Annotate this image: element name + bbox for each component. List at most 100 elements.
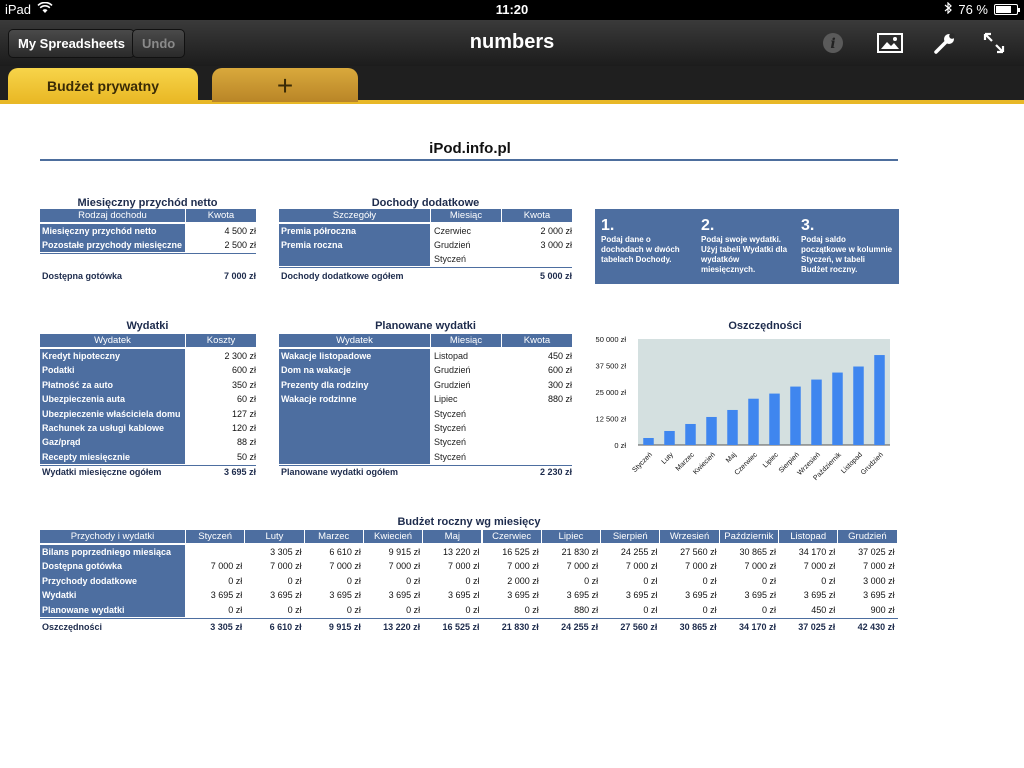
planned-table-cell[interactable]: 450 zł — [547, 351, 572, 361]
expenses-table-cell[interactable]: 2 300 zł — [224, 351, 256, 361]
planned-table-cell[interactable]: Dom na wakacje — [279, 363, 430, 378]
annual-cell[interactable]: 24 255 zł — [620, 547, 658, 557]
annual-cell[interactable]: 0 zł — [228, 575, 243, 586]
extra-income-table-cell[interactable]: Premia półroczna — [279, 224, 430, 238]
undo-button[interactable]: Undo — [132, 29, 186, 58]
extra-income-table-cell[interactable]: Premia roczna — [279, 238, 430, 252]
annual-cell[interactable]: 0 zł — [584, 575, 599, 586]
planned-table-cell[interactable]: Styczeń — [434, 451, 467, 462]
annual-cell[interactable]: 7 000 zł — [803, 561, 836, 572]
annual-cell[interactable]: 3 695 zł — [803, 590, 836, 601]
annual-total[interactable]: 6 610 zł — [269, 622, 302, 632]
annual-cell[interactable]: 0 zł — [702, 604, 717, 615]
extra-income-table-cell[interactable] — [279, 252, 430, 266]
annual-cell[interactable]: 3 695 zł — [863, 590, 895, 601]
annual-cell[interactable]: 0 zł — [228, 604, 243, 615]
annual-cell[interactable]: 37 025 zł — [858, 547, 895, 557]
extra-income-table-total[interactable]: 5 000 zł — [539, 271, 572, 281]
planned-table-cell[interactable] — [502, 407, 572, 421]
annual-total[interactable]: 24 255 zł — [561, 622, 599, 632]
expenses-table-cell[interactable]: 50 zł — [236, 451, 256, 462]
annual-cell[interactable]: 7 000 zł — [270, 561, 302, 572]
annual-total[interactable]: 3 305 zł — [210, 622, 243, 632]
annual-cell[interactable]: 3 305 zł — [270, 547, 302, 557]
annual-cell[interactable]: 7 000 zł — [388, 561, 421, 572]
annual-cell[interactable]: 30 865 zł — [739, 547, 776, 557]
income-table-cell[interactable]: Pozostałe przychody miesięczne — [40, 238, 185, 252]
annual-cell[interactable] — [186, 545, 242, 559]
annual-cell[interactable]: 3 695 zł — [625, 590, 658, 601]
expenses-table-cell[interactable]: 350 zł — [231, 379, 256, 390]
annual-cell[interactable]: 27 560 zł — [680, 547, 717, 557]
tab-budzet-prywatny[interactable]: Budżet prywatny — [8, 68, 198, 102]
planned-table-cell[interactable] — [502, 450, 572, 464]
planned-table-cell[interactable]: Wakacje listopadowe — [279, 349, 430, 364]
expenses-table-total[interactable]: Wydatki miesięczne ogółem — [42, 467, 162, 477]
annual-cell[interactable]: 2 000 zł — [507, 575, 539, 586]
annual-total[interactable]: 9 915 zł — [328, 622, 361, 632]
annual-cell[interactable]: 3 695 zł — [447, 590, 480, 601]
annual-total[interactable]: 42 430 zł — [857, 622, 895, 632]
tools-wrench-icon[interactable] — [931, 30, 959, 56]
planned-table-cell[interactable] — [279, 435, 430, 450]
annual-cell[interactable]: 3 695 zł — [566, 590, 599, 601]
annual-cell[interactable]: 0 zł — [287, 575, 302, 586]
annual-cell[interactable]: 450 zł — [811, 604, 836, 615]
annual-cell[interactable]: 0 zł — [761, 575, 776, 586]
media-icon[interactable] — [876, 30, 904, 56]
income-table-total[interactable]: Dostępna gotówka — [42, 271, 123, 281]
expenses-table-cell[interactable]: 120 zł — [231, 423, 256, 433]
annual-row-label[interactable]: Przychody dodatkowe — [40, 573, 185, 589]
annual-cell[interactable]: 0 zł — [406, 604, 421, 615]
planned-table-cell[interactable] — [502, 421, 572, 435]
income-table-cell[interactable]: Miesięczny przychód netto — [40, 224, 185, 238]
extra-income-table-cell[interactable]: 3 000 zł — [540, 240, 572, 250]
planned-table-cell[interactable] — [279, 406, 430, 421]
annual-cell[interactable]: 900 zł — [870, 604, 895, 615]
annual-cell[interactable]: 880 zł — [574, 604, 599, 615]
annual-total[interactable]: 16 525 zł — [442, 622, 480, 632]
extra-income-table-cell[interactable]: Czerwiec — [434, 226, 472, 236]
annual-cell[interactable]: 3 695 zł — [270, 590, 302, 601]
annual-cell[interactable]: 7 000 zł — [863, 561, 895, 572]
expenses-table-cell[interactable]: Ubezpieczenia auta — [40, 392, 185, 407]
annual-cell[interactable]: 3 695 zł — [388, 590, 421, 601]
annual-cell[interactable]: 0 zł — [761, 604, 776, 615]
planned-table-cell[interactable]: Lipiec — [434, 394, 458, 405]
annual-cell[interactable]: 7 000 zł — [507, 561, 539, 572]
annual-cell[interactable]: 7 000 zł — [685, 561, 717, 572]
planned-table-cell[interactable]: Grudzień — [434, 365, 471, 376]
annual-cell[interactable]: 3 695 zł — [507, 590, 539, 601]
annual-cell[interactable]: 0 zł — [524, 604, 539, 615]
expenses-table-total[interactable]: 3 695 zł — [223, 467, 256, 477]
annual-row-label[interactable]: Wydatki — [40, 588, 185, 603]
annual-total[interactable]: 37 025 zł — [798, 622, 836, 632]
annual-cell[interactable]: 3 695 zł — [210, 590, 243, 601]
income-table-cell[interactable]: 4 500 zł — [224, 226, 256, 236]
planned-table-cell[interactable]: Styczeń — [434, 408, 467, 419]
annual-cell[interactable]: 0 zł — [702, 575, 717, 586]
planned-table-cell[interactable] — [502, 435, 572, 449]
annual-cell[interactable]: 3 000 zł — [863, 575, 895, 586]
expenses-table-cell[interactable]: Płatność za auto — [40, 377, 185, 393]
income-table-total[interactable]: 7 000 zł — [223, 271, 256, 281]
expenses-table-cell[interactable]: Rachunek za usługi kablowe — [40, 421, 185, 436]
planned-table-cell[interactable]: 880 zł — [547, 394, 572, 405]
annual-row-label[interactable]: Planowane wydatki — [40, 602, 185, 617]
annual-row-label[interactable]: Bilans poprzedniego miesiąca — [40, 545, 185, 560]
extra-income-table-cell[interactable]: 2 000 zł — [540, 226, 572, 236]
annual-cell[interactable]: 6 610 zł — [329, 547, 361, 557]
extra-income-table-cell[interactable] — [502, 252, 572, 266]
annual-cell[interactable]: 34 170 zł — [798, 547, 836, 557]
planned-table-cell[interactable]: Styczeń — [434, 437, 467, 448]
annual-total[interactable]: 27 560 zł — [620, 622, 658, 632]
planned-table-cell[interactable]: 600 zł — [547, 365, 572, 376]
extra-income-table-cell[interactable]: Styczeń — [434, 254, 467, 264]
annual-cell[interactable]: 0 zł — [465, 604, 480, 615]
annual-cell[interactable]: 21 830 zł — [561, 547, 599, 557]
annual-cell[interactable]: 13 220 zł — [442, 547, 480, 557]
info-icon[interactable]: i — [819, 30, 847, 56]
annual-cell[interactable]: 7 000 zł — [744, 561, 776, 572]
fullscreen-icon[interactable] — [980, 30, 1008, 56]
expenses-table-cell[interactable]: Recepty miesięcznie — [40, 449, 185, 465]
